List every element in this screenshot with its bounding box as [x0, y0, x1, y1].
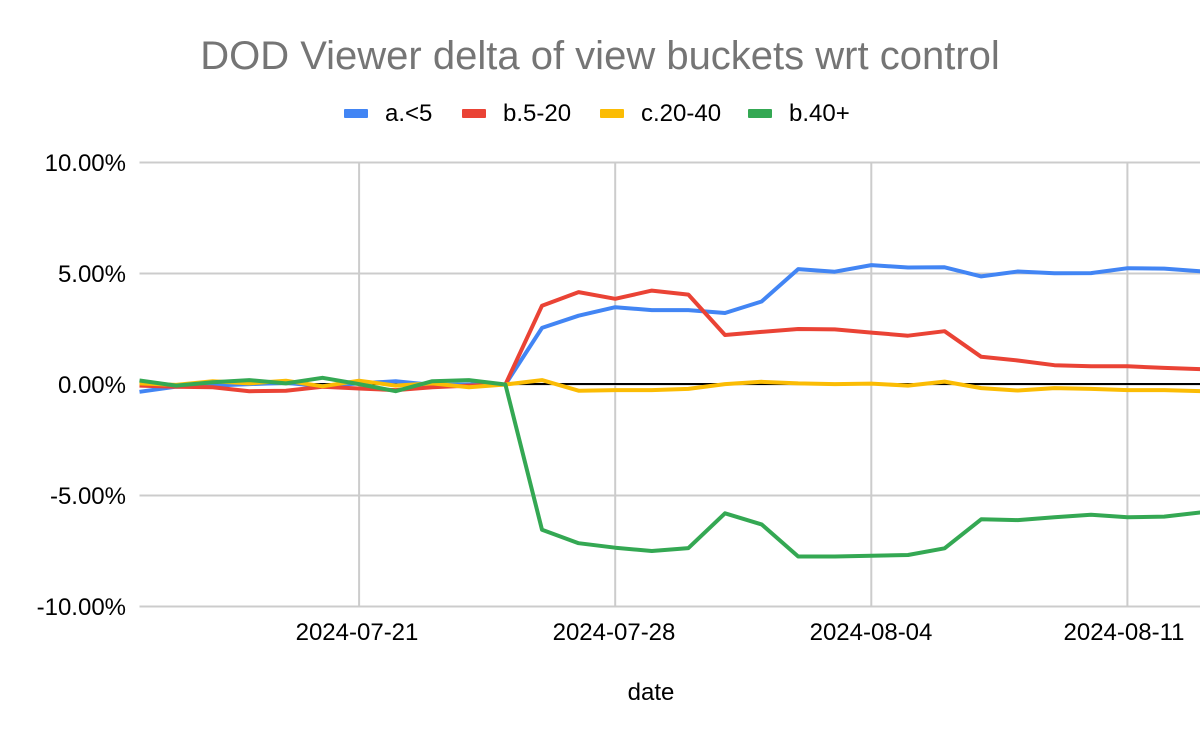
svg-text:2024-08-04: 2024-08-04	[810, 619, 933, 646]
svg-text:-5.00%: -5.00%	[50, 483, 126, 510]
svg-text:0.00%: 0.00%	[58, 372, 126, 399]
svg-text:-10.00%: -10.00%	[37, 594, 126, 621]
svg-text:DOD Viewer delta of view bucke: DOD Viewer delta of view buckets wrt con…	[200, 34, 1000, 78]
svg-text:b.40+: b.40+	[789, 100, 850, 127]
svg-text:10.00%: 10.00%	[45, 150, 126, 177]
svg-text:2024-08-11: 2024-08-11	[1064, 619, 1185, 646]
svg-text:b.5-20: b.5-20	[503, 100, 571, 127]
svg-text:c.20-40: c.20-40	[641, 100, 721, 127]
svg-text:a.<5: a.<5	[385, 100, 432, 127]
svg-text:2024-07-28: 2024-07-28	[553, 619, 676, 646]
svg-text:5.00%: 5.00%	[58, 261, 126, 288]
svg-text:2024-07-21: 2024-07-21	[296, 619, 419, 646]
svg-text:date: date	[628, 679, 675, 706]
